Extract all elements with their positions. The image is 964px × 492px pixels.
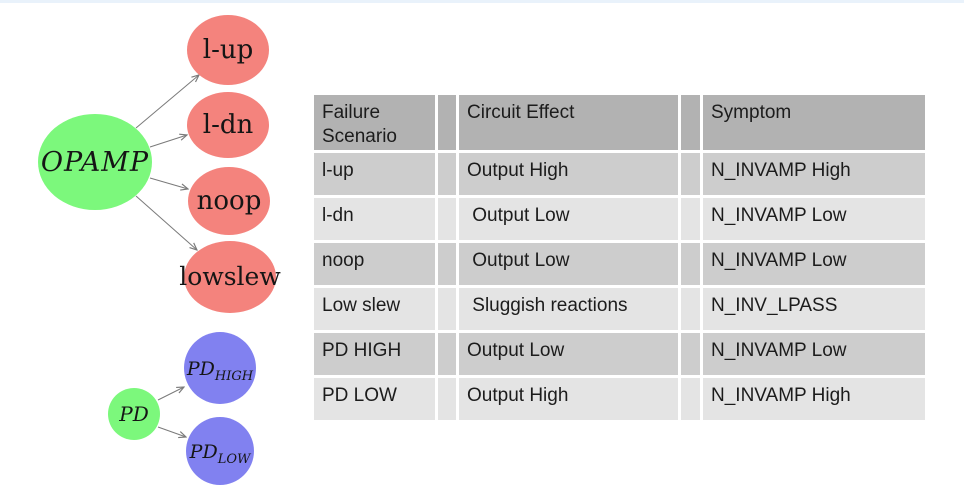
window-top-edge <box>0 0 964 3</box>
header-spacer-cell <box>681 95 700 150</box>
cell-symptom: N_INVAMP Low <box>703 333 925 375</box>
pdhigh-base: PD <box>186 358 215 380</box>
spacer-cell <box>438 153 456 195</box>
pdlow-subscript: LOW <box>217 452 252 467</box>
node-noop-label: noop <box>197 186 262 216</box>
header-spacer-cell <box>438 95 456 150</box>
node-pdlow <box>186 417 254 485</box>
cell-symptom: N_INVAMP High <box>703 153 925 195</box>
edge-opamp-noop <box>149 177 188 189</box>
edge-opamp-lowslew <box>135 195 197 250</box>
cell-symptom: N_INVAMP Low <box>703 243 925 285</box>
node-noop <box>188 167 270 235</box>
node-lowslew <box>184 241 276 313</box>
failure-scenario-table: Failure Scenario Circuit Effect Symptom … <box>314 95 925 420</box>
cell-scenario: PD LOW <box>314 378 435 420</box>
node-lup-label: l-up <box>203 35 254 65</box>
cell-scenario: noop <box>314 243 435 285</box>
header-cell-failure-scenario: Failure Scenario <box>314 95 435 150</box>
cell-symptom: N_INV_LPASS <box>703 288 925 330</box>
header-cell-symptom: Symptom <box>703 95 925 150</box>
cell-symptom: N_INVAMP Low <box>703 198 925 240</box>
spacer-cell <box>681 198 700 240</box>
cell-symptom: N_INVAMP High <box>703 378 925 420</box>
cell-effect: Output Low <box>459 333 678 375</box>
node-pd <box>108 388 160 440</box>
cell-scenario: PD HIGH <box>314 333 435 375</box>
pdhigh-subscript: HIGH <box>214 369 254 384</box>
spacer-cell <box>681 333 700 375</box>
node-opamp <box>38 114 152 210</box>
node-ldn-label: l-dn <box>203 110 254 140</box>
cell-effect: Output High <box>459 153 678 195</box>
spacer-cell <box>438 288 456 330</box>
node-lup <box>187 15 269 85</box>
header-cell-circuit-effect: Circuit Effect <box>459 95 678 150</box>
spacer-cell <box>681 153 700 195</box>
node-lowslew-label: lowslew <box>179 262 281 291</box>
node-pdhigh-label: PDHIGH <box>186 358 254 384</box>
cell-effect: Sluggish reactions <box>459 288 678 330</box>
cell-scenario: Low slew <box>314 288 435 330</box>
spacer-cell <box>681 288 700 330</box>
cell-effect: Output Low <box>459 198 678 240</box>
pdlow-base: PD <box>189 441 218 463</box>
node-opamp-label: OPAMP <box>41 147 149 178</box>
cell-scenario: l-up <box>314 153 435 195</box>
node-pdhigh <box>184 332 256 404</box>
spacer-cell <box>438 333 456 375</box>
edge-pd-pdhigh <box>157 387 184 401</box>
node-pd-label: PD <box>118 402 149 426</box>
cell-scenario: l-dn <box>314 198 435 240</box>
spacer-cell <box>438 198 456 240</box>
cell-effect: Output High <box>459 378 678 420</box>
spacer-cell <box>438 243 456 285</box>
edge-opamp-lup <box>135 75 199 129</box>
edge-pd-pdlow <box>157 426 186 437</box>
spacer-cell <box>681 243 700 285</box>
spacer-cell <box>438 378 456 420</box>
cell-effect: Output Low <box>459 243 678 285</box>
node-ldn <box>187 92 269 158</box>
spacer-cell <box>681 378 700 420</box>
node-pdlow-label: PDLOW <box>189 441 252 467</box>
edge-opamp-ldn <box>149 135 187 148</box>
fault-tree-diagram: OPAMP l-up l-dn noop lowslew PD PDHIGH P… <box>38 15 281 485</box>
